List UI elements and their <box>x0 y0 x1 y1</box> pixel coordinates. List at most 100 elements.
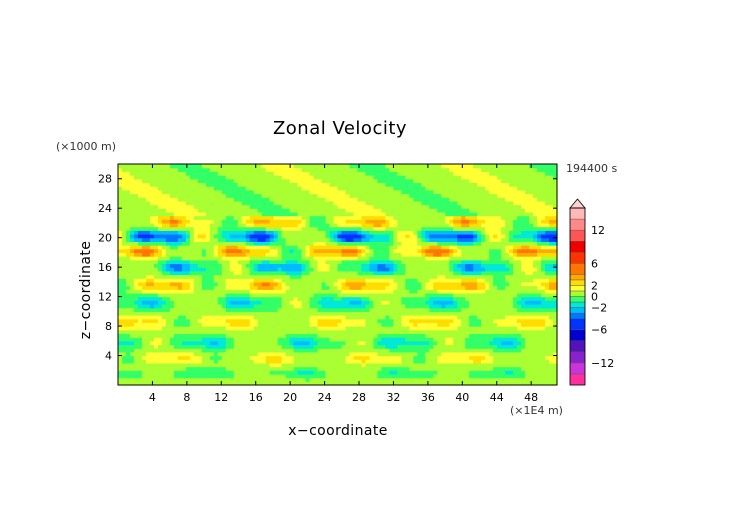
heatmap-cell <box>325 263 331 268</box>
heatmap-cell <box>365 307 371 312</box>
heatmap-cell <box>137 219 143 224</box>
heatmap-cell <box>405 289 410 294</box>
heatmap-cell <box>217 373 223 379</box>
heatmap-cell <box>365 311 371 316</box>
heatmap-cell <box>197 300 203 305</box>
heatmap-cell <box>253 226 259 231</box>
heatmap-cell <box>233 381 239 386</box>
heatmap-cell <box>118 289 123 294</box>
heatmap-cell <box>417 263 422 268</box>
heatmap-cell <box>141 259 147 265</box>
heatmap-cell <box>509 348 514 353</box>
heatmap-cell <box>353 300 359 305</box>
heatmap-cell <box>189 337 195 342</box>
heatmap-cell <box>393 303 398 309</box>
heatmap-cell <box>377 285 382 290</box>
heatmap-cell <box>413 333 418 338</box>
heatmap-cell <box>513 326 518 331</box>
heatmap-cell <box>321 285 327 290</box>
heatmap-cell <box>449 281 454 287</box>
heatmap-cell <box>261 333 267 338</box>
heatmap-cell <box>241 381 247 386</box>
heatmap-cell <box>365 315 371 320</box>
heatmap-cell <box>225 248 231 253</box>
heatmap-cell <box>521 278 526 283</box>
heatmap-cell <box>141 340 147 346</box>
heatmap-cell <box>269 292 275 298</box>
heatmap-cell <box>197 241 203 246</box>
heatmap-cell <box>361 337 367 342</box>
heatmap-cell <box>201 333 207 338</box>
heatmap-cell <box>301 340 307 346</box>
heatmap-cell <box>513 359 518 364</box>
heatmap-cell <box>361 344 367 349</box>
heatmap-cell <box>381 348 386 353</box>
heatmap-cell <box>321 230 327 235</box>
heatmap-cell <box>253 311 259 316</box>
heatmap-cell <box>349 252 355 257</box>
heatmap-cell <box>161 340 167 346</box>
heatmap-cell <box>229 292 235 298</box>
heatmap-cell <box>185 256 191 261</box>
heatmap-cell <box>281 326 287 331</box>
heatmap-cell <box>441 222 446 228</box>
heatmap-cell <box>437 274 442 279</box>
heatmap-cell <box>465 351 470 357</box>
heatmap-cell <box>205 329 211 335</box>
heatmap-cell <box>173 278 179 283</box>
heatmap-cell <box>341 362 347 368</box>
heatmap-cell <box>485 381 490 386</box>
heatmap-cell <box>197 303 203 309</box>
heatmap-cell <box>161 326 167 331</box>
heatmap-cell <box>141 359 147 364</box>
heatmap-cell <box>189 311 195 316</box>
heatmap-cell <box>245 270 251 276</box>
heatmap-cell <box>541 274 546 279</box>
heatmap-cell <box>477 237 482 242</box>
heatmap-cell <box>441 315 446 320</box>
heatmap-cell <box>241 348 247 353</box>
heatmap-cell <box>385 315 390 320</box>
heatmap-cell <box>233 248 239 253</box>
heatmap-cell <box>365 377 371 382</box>
heatmap-cell <box>337 237 343 242</box>
heatmap-cell <box>397 318 402 323</box>
heatmap-cell <box>501 300 506 305</box>
heatmap-cell <box>409 259 414 265</box>
heatmap-cell <box>213 359 219 364</box>
heatmap-cell <box>225 381 231 386</box>
heatmap-cell <box>197 215 203 220</box>
heatmap-cell <box>145 248 151 253</box>
heatmap-cell <box>549 322 554 327</box>
heatmap-cell <box>245 362 251 368</box>
heatmap-cell <box>305 348 311 353</box>
heatmap-cell <box>481 381 486 386</box>
heatmap-cell <box>325 373 331 379</box>
heatmap-cell <box>525 381 530 386</box>
heatmap-cell <box>317 237 323 242</box>
heatmap-cell <box>249 259 255 265</box>
heatmap-cell <box>473 344 478 349</box>
heatmap-cell <box>381 355 386 360</box>
heatmap-cell <box>353 248 359 253</box>
heatmap-cell <box>169 281 175 287</box>
heatmap-cell <box>477 329 482 335</box>
heatmap-cell <box>337 337 343 342</box>
heatmap-cell <box>377 259 382 265</box>
heatmap-cell <box>381 241 386 246</box>
heatmap-cell <box>329 222 335 228</box>
heatmap-cell <box>133 259 139 265</box>
heatmap-cell <box>349 300 355 305</box>
heatmap-cell <box>429 241 434 246</box>
heatmap-cell <box>201 344 207 349</box>
heatmap-cell <box>329 237 335 242</box>
heatmap-cell <box>253 230 259 235</box>
heatmap-cell <box>141 366 147 371</box>
heatmap-cell <box>549 248 554 253</box>
heatmap-cell <box>365 337 371 342</box>
heatmap-cell <box>237 337 243 342</box>
heatmap-cell <box>445 318 450 323</box>
heatmap-cell <box>245 351 251 357</box>
heatmap-cell <box>505 359 510 364</box>
heatmap-cell <box>389 318 394 323</box>
